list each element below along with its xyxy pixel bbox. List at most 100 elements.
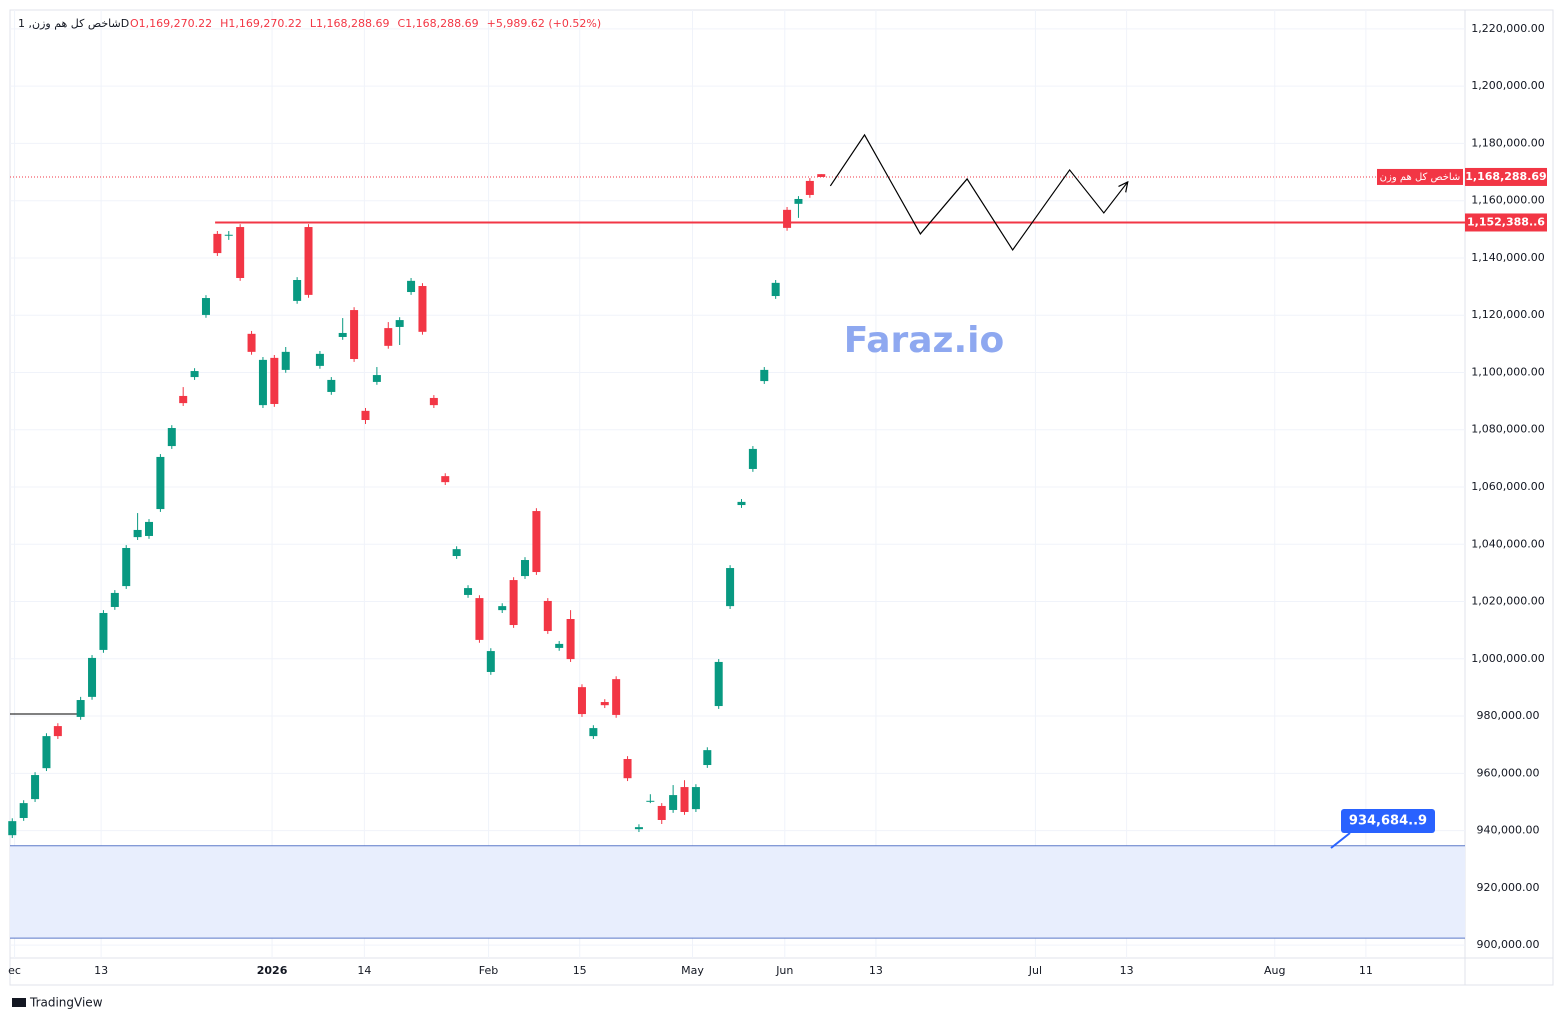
name-tag-label: شاخص کل هم وزن	[1380, 172, 1461, 183]
candle-body	[247, 333, 256, 352]
price-tag	[1465, 213, 1547, 232]
candle-body	[771, 282, 780, 297]
candle-body	[179, 395, 188, 404]
candle-body	[509, 580, 518, 626]
candle-body	[737, 501, 746, 506]
callout-pointer	[1330, 832, 1351, 849]
candle-body	[612, 679, 621, 715]
frame	[9, 9, 1554, 986]
price-tag-label: 1,168,288.69	[1465, 170, 1546, 183]
candle-body	[167, 428, 176, 447]
price-tag	[1465, 167, 1547, 186]
candle-body	[190, 371, 199, 378]
candle-body	[714, 661, 723, 707]
y-tick-label: 940,000.00	[1477, 824, 1540, 837]
candle-body	[475, 598, 484, 640]
candle-body	[691, 787, 700, 810]
candle-body	[270, 357, 279, 404]
x-tick-label: Jul	[1028, 964, 1042, 977]
candle-body	[657, 805, 666, 820]
candle-body	[703, 750, 712, 766]
candle-body	[327, 379, 336, 392]
candle-body	[315, 353, 324, 366]
candle-body	[748, 448, 757, 469]
zigzag-drawing	[829, 133, 1127, 252]
candle-body	[646, 800, 655, 802]
candle-body	[281, 351, 290, 370]
legend-value: L1,168,288.69	[310, 17, 390, 30]
y-tick-label: 980,000.00	[1477, 709, 1540, 722]
candle-body	[133, 529, 142, 538]
y-tick-label: 1,060,000.00	[1471, 480, 1544, 493]
y-tick-label: 1,040,000.00	[1471, 537, 1544, 550]
candle-body	[407, 280, 416, 293]
candle-body	[532, 511, 541, 573]
candle-body	[145, 521, 154, 536]
callout	[1341, 809, 1435, 833]
candle-body	[156, 456, 165, 510]
zone	[10, 845, 1465, 939]
candle-body	[99, 612, 108, 650]
candle-body	[726, 568, 735, 607]
y-tick-label: 1,120,000.00	[1471, 308, 1544, 321]
candle-body	[600, 702, 609, 706]
x-tick-label: May	[681, 964, 704, 977]
candle-body	[19, 803, 28, 818]
x-tick-label: Feb	[479, 964, 498, 977]
y-tick-label: 1,220,000.00	[1471, 22, 1544, 35]
x-tick-label: ec	[8, 964, 21, 977]
candle-body	[486, 651, 495, 672]
legend-value: H1,169,270.22	[220, 17, 302, 30]
candle-body	[236, 227, 245, 278]
x-tick-label: 13	[94, 964, 108, 977]
candle-body	[293, 279, 302, 301]
candle-body	[794, 198, 803, 204]
x-tick-label: 15	[573, 964, 587, 977]
candle-body	[76, 700, 85, 717]
candle-body	[88, 657, 97, 697]
candle-body	[464, 588, 473, 595]
x-tick-label: Aug	[1264, 964, 1285, 977]
candle-body	[372, 375, 381, 382]
y-tick-label: 1,080,000.00	[1471, 423, 1544, 436]
candle-body	[760, 369, 769, 382]
y-tick-label: 1,140,000.00	[1471, 251, 1544, 264]
candle-body	[31, 775, 40, 800]
candle-body	[213, 233, 222, 254]
candle-body	[418, 286, 427, 332]
candle-body	[201, 298, 210, 315]
x-tick-label: 14	[357, 964, 371, 977]
y-tick-label: 900,000.00	[1477, 938, 1540, 951]
logo-icon	[12, 998, 26, 1007]
candle-body	[122, 547, 131, 587]
x-tick-label: 13	[869, 964, 883, 977]
candle-body	[555, 643, 564, 648]
price-tag-label: 1,152,388..6	[1467, 215, 1545, 228]
y-tick-label: 1,100,000.00	[1471, 365, 1544, 378]
candle-body	[669, 795, 678, 810]
legend-value: O1,169,270.22	[130, 17, 212, 30]
candle-body	[566, 618, 575, 660]
watermark: Faraz.io	[844, 320, 1005, 361]
symbol-title: شاخص کل هم وزن, 1D	[18, 17, 129, 30]
candle-body	[110, 592, 119, 607]
candle-body	[384, 328, 393, 346]
y-tick-label: 1,160,000.00	[1471, 194, 1544, 207]
legend-value: +5,989.62 (+0.52%)	[487, 17, 601, 30]
callout-label: 934,684..9	[1349, 814, 1427, 829]
candle-body	[521, 560, 530, 577]
candle-body	[304, 227, 313, 295]
candle-body	[8, 821, 17, 836]
candle-body	[805, 180, 814, 195]
candle-body	[395, 320, 404, 327]
x-tick-label: 13	[1120, 964, 1134, 977]
y-tick-label: 1,200,000.00	[1471, 79, 1544, 92]
name-tag	[1377, 168, 1463, 185]
x-tick-label: Jun	[775, 964, 793, 977]
candle-body	[452, 549, 461, 557]
candle-body	[543, 600, 552, 632]
candle-body	[429, 397, 438, 406]
candle-body	[589, 728, 598, 737]
candle-body	[817, 174, 826, 177]
